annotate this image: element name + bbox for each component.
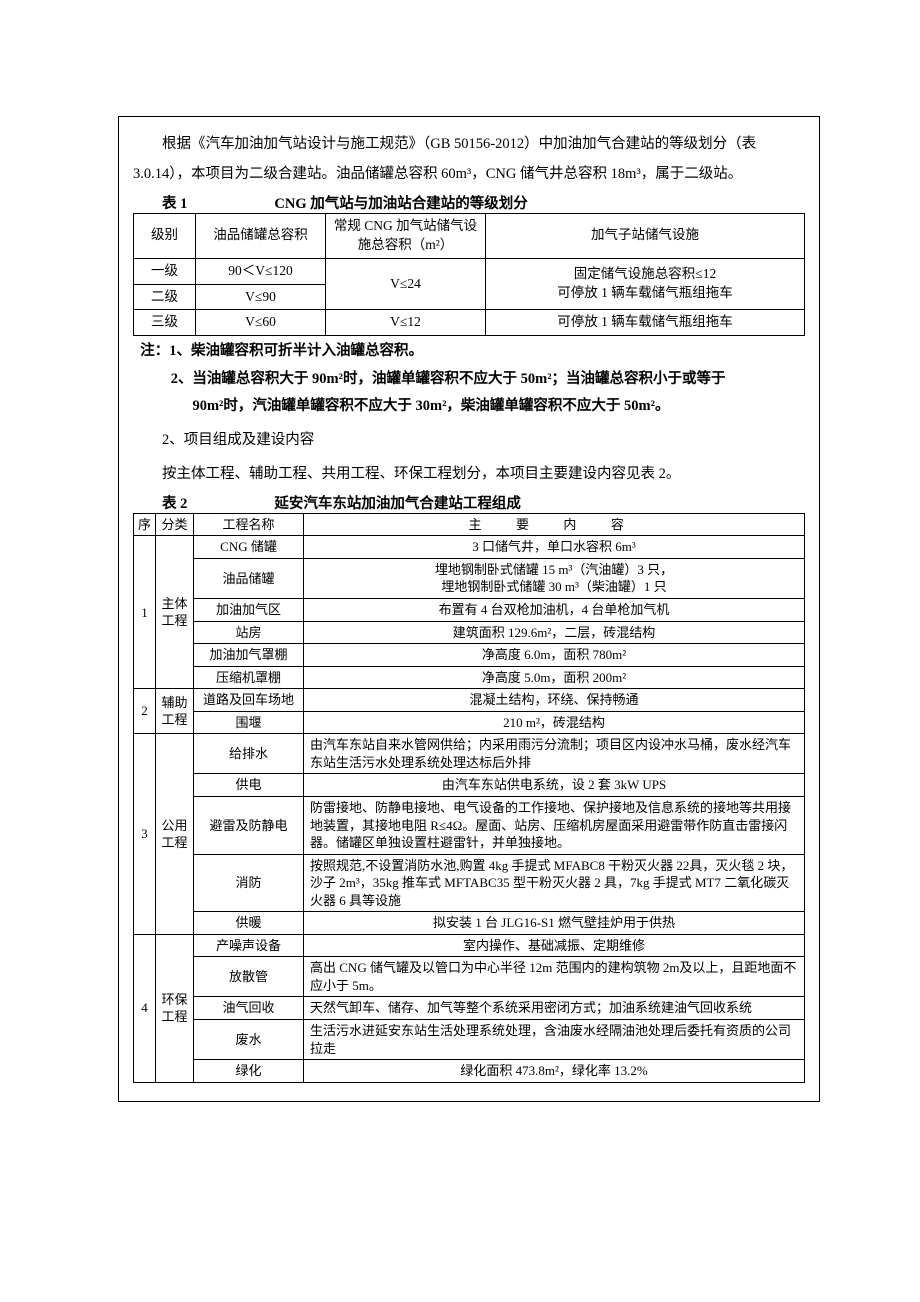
note-2a: 2、当油罐总容积大于 90m²时，油罐单罐容积不应大于 50m²；当油罐总容积小…: [140, 366, 805, 394]
t2-g1-r2-n: 加油加气区: [194, 599, 304, 622]
t1-r3-c1: 三级: [134, 310, 196, 336]
t2-g4-r1-d: 高出 CNG 储气罐及以管口为中心半径 12m 范围内的建构筑物 2m及以上，且…: [304, 957, 805, 997]
t2-g1-r5-d: 净高度 5.0m，面积 200m²: [304, 666, 805, 689]
t1-r2-c2: V≤90: [196, 284, 326, 310]
section-2-body: 按主体工程、辅助工程、共用工程、环保工程划分，本项目主要建设内容见表 2。: [133, 459, 805, 489]
t1-r3-c4: 可停放 1 辆车载储气瓶组拖车: [486, 310, 805, 336]
t2-g3-r1-d: 由汽车东站供电系统，设 2 套 3kW UPS: [304, 774, 805, 797]
t1-r1-c2: 90＜V≤120: [196, 258, 326, 284]
t2-g2-r0-d: 混凝土结构，环绕、保持畅通: [304, 689, 805, 712]
t2-g1-r4-n: 加油加气罩棚: [194, 644, 304, 667]
table2-label: 表 2: [162, 492, 187, 513]
t2-g1-r3-n: 站房: [194, 621, 304, 644]
t2-g3-r3-d: 按照规范,不设置消防水池,购置 4kg 手提式 MFABC8 干粉灭火器 22具…: [304, 854, 805, 912]
t2-g1-r5-n: 压缩机罩棚: [194, 666, 304, 689]
t2-g4-cat: 环保工程: [156, 934, 194, 1082]
t1-h-c2: 油品储罐总容积: [196, 213, 326, 258]
t2-g2-r1-d: 210 m²，砖混结构: [304, 711, 805, 734]
table1: 级别 油品储罐总容积 常规 CNG 加气站储气设施总容积（m²） 加气子站储气设…: [133, 213, 805, 336]
t2-g2-r0-n: 道路及回车场地: [194, 689, 304, 712]
t2-g4-r4-d: 绿化面积 473.8m²，绿化率 13.2%: [304, 1060, 805, 1083]
t2-g1-r1-d: 埋地钢制卧式储罐 15 m³（汽油罐）3 只，埋地钢制卧式储罐 30 m³（柴油…: [304, 558, 805, 598]
t2-g4-seq: 4: [134, 934, 156, 1082]
t2-g1-r0-n: CNG 储罐: [194, 536, 304, 559]
t2-g4-r0-d: 室内操作、基础减振、定期维修: [304, 934, 805, 957]
table1-label: 表 1: [162, 192, 187, 213]
note-2b: 90m²时，汽油罐单罐容积不应大于 30m²，柴油罐单罐容积不应大于 50m²。: [140, 393, 805, 421]
t2-g2-cat: 辅助工程: [156, 689, 194, 734]
t2-g4-r4-n: 绿化: [194, 1060, 304, 1083]
t1-r1-c4: 固定储气设施总容积≤12 可停放 1 辆车载储气瓶组拖车: [486, 258, 805, 310]
t1-h-c3: 常规 CNG 加气站储气设施总容积（m²）: [326, 213, 486, 258]
table2: 序 分类 工程名称 主 要 内 容 1 主体工程 CNG 储罐 3 口储气井，单…: [133, 513, 805, 1083]
t2-g1-seq: 1: [134, 536, 156, 689]
t2-g1-r0-d: 3 口储气井，单口水容积 6m³: [304, 536, 805, 559]
t2-h-desc: 主 要 内 容: [304, 513, 805, 536]
t2-g3-r0-n: 给排水: [194, 734, 304, 774]
t2-g3-r2-n: 避雷及防静电: [194, 796, 304, 854]
table2-caption: 表 2 延安汽车东站加油加气合建站工程组成: [133, 492, 805, 513]
t2-h-seq: 序: [134, 513, 156, 536]
t2-g2-r1-n: 围堰: [194, 711, 304, 734]
t1-r3-c3: V≤12: [326, 310, 486, 336]
t2-g3-r4-d: 拟安装 1 台 JLG16-S1 燃气壁挂炉用于供热: [304, 912, 805, 935]
note-1: 注：1、柴油罐容积可折半计入油罐总容积。: [140, 338, 805, 366]
t2-h-cat: 分类: [156, 513, 194, 536]
t2-h-name: 工程名称: [194, 513, 304, 536]
t2-g2-seq: 2: [134, 689, 156, 734]
t2-g1-r1-n: 油品储罐: [194, 558, 304, 598]
t2-g4-r3-n: 废水: [194, 1019, 304, 1059]
t2-g4-r2-d: 天然气卸车、储存、加气等整个系统采用密闭方式；加油系统建油气回收系统: [304, 997, 805, 1020]
t1-h-c4: 加气子站储气设施: [486, 213, 805, 258]
table1-notes: 注：1、柴油罐容积可折半计入油罐总容积。 2、当油罐总容积大于 90m²时，油罐…: [133, 338, 805, 421]
section-2-heading: 2、项目组成及建设内容: [133, 425, 805, 455]
t2-g1-r3-d: 建筑面积 129.6m²，二层，砖混结构: [304, 621, 805, 644]
t1-r1-c3: V≤24: [326, 258, 486, 310]
table1-title: CNG 加气站与加油站合建站的等级划分: [274, 192, 527, 213]
t2-g3-r2-d: 防雷接地、防静电接地、电气设备的工作接地、保护接地及信息系统的接地等共用接地装置…: [304, 796, 805, 854]
page-frame: 根据《汽车加油加气站设计与施工规范》（GB 50156-2012）中加油加气合建…: [118, 116, 820, 1102]
t2-g1-cat: 主体工程: [156, 536, 194, 689]
t2-g3-cat: 公用工程: [156, 734, 194, 934]
t1-r1-c1: 一级: [134, 258, 196, 284]
t2-g4-r1-n: 放散管: [194, 957, 304, 997]
table2-title: 延安汽车东站加油加气合建站工程组成: [274, 492, 521, 513]
t2-g4-r2-n: 油气回收: [194, 997, 304, 1020]
t2-g1-r4-d: 净高度 6.0m，面积 780m²: [304, 644, 805, 667]
t2-g4-r0-n: 产噪声设备: [194, 934, 304, 957]
t1-r3-c2: V≤60: [196, 310, 326, 336]
t2-g3-seq: 3: [134, 734, 156, 934]
t2-g1-r2-d: 布置有 4 台双枪加油机，4 台单枪加气机: [304, 599, 805, 622]
t2-g3-r3-n: 消防: [194, 854, 304, 912]
intro-paragraph: 根据《汽车加油加气站设计与施工规范》（GB 50156-2012）中加油加气合建…: [133, 129, 805, 190]
table1-caption: 表 1 CNG 加气站与加油站合建站的等级划分: [133, 192, 805, 213]
t2-g4-r3-d: 生活污水进延安东站生活处理系统处理，含油废水经隔油池处理后委托有资质的公司拉走: [304, 1019, 805, 1059]
t2-g3-r0-d: 由汽车东站自来水管网供给；内采用雨污分流制；项目区内设冲水马桶，废水经汽车东站生…: [304, 734, 805, 774]
t2-g3-r4-n: 供暖: [194, 912, 304, 935]
t2-g3-r1-n: 供电: [194, 774, 304, 797]
t1-r2-c1: 二级: [134, 284, 196, 310]
t1-h-c1: 级别: [134, 213, 196, 258]
